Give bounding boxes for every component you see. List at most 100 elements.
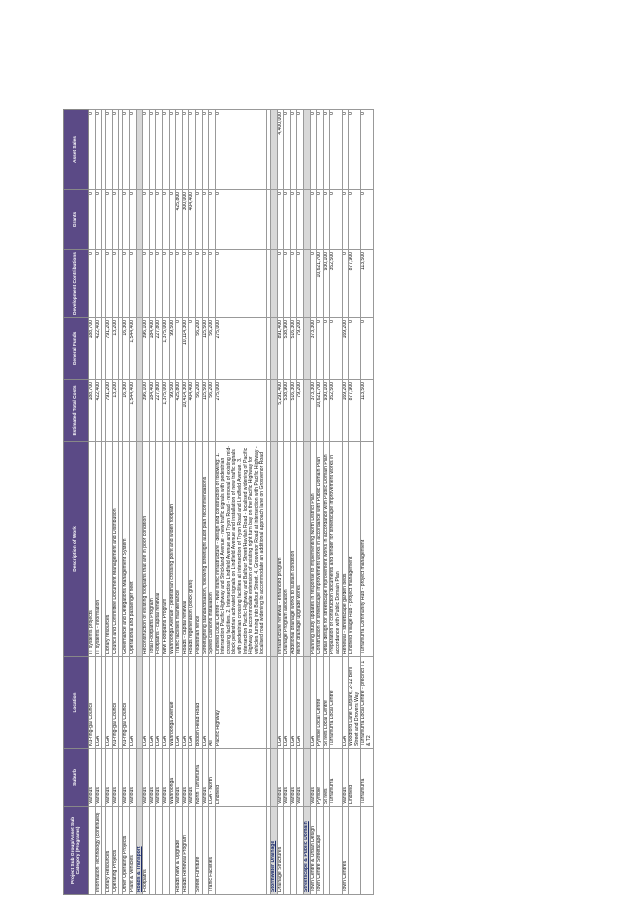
table-cell: IT systems projects xyxy=(88,441,96,657)
table-cell: 13,200 xyxy=(112,379,119,442)
table-cell xyxy=(169,806,176,895)
table-cell: 0 xyxy=(88,249,96,318)
table-cell: 0 xyxy=(149,249,156,318)
table-cell: 425,800 xyxy=(175,189,183,250)
table-cell xyxy=(136,249,143,318)
table-cell: New Footpaths Program xyxy=(162,441,170,657)
table-cell: 0 xyxy=(182,109,189,190)
table-cell: 538,900 xyxy=(283,317,291,380)
table-row: Drainage Structures Various LGA Infrastruct… xyxy=(277,109,284,895)
table-cell: Various xyxy=(277,748,284,807)
table-cell xyxy=(136,748,143,807)
table-cell: 0 xyxy=(175,317,183,380)
table-cell xyxy=(303,379,311,442)
table-cell: 538,900 xyxy=(283,379,291,442)
table-cell xyxy=(270,748,278,807)
table-cell xyxy=(270,249,278,318)
table-row: Turramurra Turramurra Local Centre - prec… xyxy=(360,109,374,895)
table-row: Roads Renewal Program Various LGA Roads - c… xyxy=(182,109,189,895)
table-cell: Roads & Transport xyxy=(136,806,143,895)
table-cell: Total Footpaths Program xyxy=(149,441,156,657)
table-cell: 0 xyxy=(142,109,150,190)
table-cell: 0 xyxy=(215,109,267,190)
table-cell: Roads regeneration (block grant) xyxy=(188,441,196,657)
table-cell: 0 xyxy=(88,109,96,190)
table-cell xyxy=(136,317,143,380)
table-cell: Street Furniture xyxy=(195,806,202,895)
table-cell: 0 xyxy=(348,317,361,380)
table-cell: 0 xyxy=(290,109,297,190)
header-cell: Asset Sales xyxy=(63,109,89,190)
table-cell: All xyxy=(208,656,216,749)
table-cell: 0 xyxy=(329,189,343,250)
table-cell: 0 xyxy=(208,189,216,250)
table-cell: 0 xyxy=(323,317,330,380)
header-cell: Suburb xyxy=(63,748,89,807)
table-cell: 16,300 xyxy=(122,317,130,380)
table-cell: 0 xyxy=(323,109,330,190)
table-cell: 0 xyxy=(296,189,304,250)
table-cell: 0 xyxy=(162,189,170,250)
table-cell xyxy=(270,109,278,190)
table-cell: Woodford Lane Carpark, 2-12 Beril Street… xyxy=(348,656,361,749)
table-cell xyxy=(296,806,304,895)
table-cell: Library Resources xyxy=(105,806,113,895)
table-cell: 79,200 xyxy=(296,317,304,380)
table-row: Traffic Facilities LGA - North All Speed cu… xyxy=(208,109,216,895)
table-cell: 0 xyxy=(129,109,137,190)
table-cell: 0 xyxy=(95,109,102,190)
table-row: Various LGA Drainage Program allocation 538… xyxy=(283,109,291,895)
table-cell: 0 xyxy=(95,189,102,250)
table-cell: Various xyxy=(283,748,291,807)
table-cell: 404,400 xyxy=(188,379,196,442)
section-row: Streetscape & Public Domain xyxy=(303,109,311,895)
table-cell: Turramurra Local Centre - precinct T1 & … xyxy=(360,656,374,749)
table-cell: Town Centres xyxy=(342,806,349,895)
table-cell: Infrastructure renewal - enhanced progra… xyxy=(277,441,284,657)
table-cell xyxy=(303,109,311,190)
table-cell: 0 xyxy=(105,249,113,318)
table-row: Town Centres Various LGA Renewal - streetsc… xyxy=(342,109,349,895)
table-cell: IT systems - information xyxy=(95,441,102,657)
table-cell: 0 xyxy=(122,109,130,190)
table-cell: Various xyxy=(188,748,196,807)
table-cell: Library resources xyxy=(105,441,113,657)
table-cell xyxy=(270,317,278,380)
table-cell xyxy=(136,656,143,749)
table-cell: Turramurra xyxy=(360,748,374,807)
table-cell: Various xyxy=(310,748,317,807)
table-cell xyxy=(270,656,278,749)
table-cell: 0 xyxy=(95,249,102,318)
header-cell: General Funds xyxy=(63,317,89,380)
table-cell: Planning study updates in response to im… xyxy=(310,441,317,657)
table-cell: 0 xyxy=(195,109,202,190)
table-cell: Other Operating Projects xyxy=(122,806,130,895)
table-cell: Detail design for streetscape improvemen… xyxy=(323,441,330,657)
table-cell: LGA xyxy=(175,656,183,749)
table-cell: 227,800 xyxy=(155,379,163,442)
table-cell: Turramurra Local Centre xyxy=(329,656,343,749)
table-cell xyxy=(215,806,267,895)
table-cell: 0 xyxy=(149,189,156,250)
table-cell: LGA xyxy=(342,656,349,749)
section-row: Roads & Transport xyxy=(136,109,143,895)
table-cell: Lindfield Local Centre - New traffic inf… xyxy=(215,441,267,657)
table-row: St Ives St Ives Local Centre Detail design… xyxy=(323,109,330,895)
table-cell: 0 xyxy=(162,249,170,318)
table-cell: Minor drainage upgrade works xyxy=(296,441,304,657)
table-cell: Roads Renewal Program xyxy=(182,806,189,895)
table-cell: 0 xyxy=(316,109,324,190)
table-cell: 0 xyxy=(290,189,297,250)
table-row: Operating Projects Various Ku-ring-gai Cou… xyxy=(112,109,119,895)
table-cell: 0 xyxy=(348,109,361,190)
table-cell: 184,400 xyxy=(149,317,156,380)
table-cell: 791,200 xyxy=(105,379,113,442)
table-row: Wahroonga Wahroonga Avenue Wahroonga Avenu… xyxy=(169,109,176,895)
table-cell: 115,500 xyxy=(202,317,209,380)
table-cell: LGA xyxy=(182,656,189,749)
table-cell: 0 xyxy=(342,189,349,250)
table-row: Town Centre & Urban Design Various LGA Plan… xyxy=(310,109,317,895)
table-cell: 56,200 xyxy=(195,317,202,380)
table-cell: Various xyxy=(296,748,304,807)
table-cell: 0 xyxy=(202,249,209,318)
